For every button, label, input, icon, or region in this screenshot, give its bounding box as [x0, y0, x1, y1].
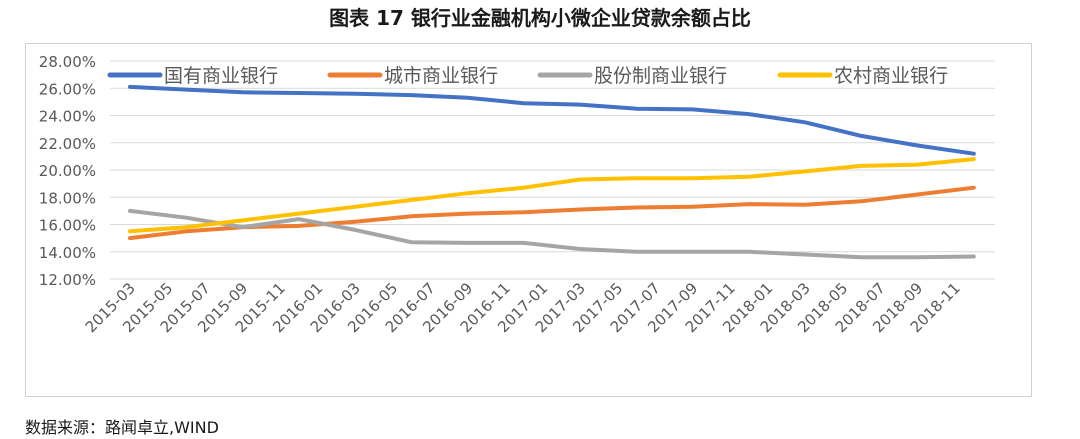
legend-label: 农村商业银行 [834, 65, 948, 87]
y-tick-label: 22.00% [39, 135, 96, 153]
y-tick-label: 12.00% [39, 271, 96, 289]
y-tick-label: 24.00% [39, 108, 96, 126]
x-axis-ticks: 2015-032015-052015-072015-092015-112016-… [82, 279, 964, 336]
source-note: 数据来源：路闻卓立,WIND [25, 418, 219, 437]
y-tick-label: 20.00% [39, 162, 96, 180]
gridlines [110, 60, 995, 280]
y-tick-label: 26.00% [39, 80, 96, 98]
legend-label: 股份制商业银行 [594, 65, 727, 87]
chart-title: 图表 17 银行业金融机构小微企业贷款余额占比 [329, 6, 751, 30]
legend-label: 国有商业银行 [164, 65, 278, 87]
series-lines [128, 84, 976, 260]
y-tick-label: 14.00% [39, 244, 96, 262]
series-line [128, 84, 976, 156]
series-line [128, 208, 976, 260]
series-line [128, 157, 976, 234]
series-line [128, 185, 976, 241]
y-axis-ticks: 12.00% 14.00% 16.00% 18.00% 20.00% 22.00% 24.0… [39, 53, 96, 289]
legend-label: 城市商业银行 [384, 65, 498, 87]
y-tick-label: 18.00% [39, 189, 96, 207]
legend: 国有商业银行 城市商业银行 股份制商业银行 农村商业银行 [107, 65, 948, 87]
y-tick-label: 16.00% [39, 217, 96, 235]
y-tick-label: 28.00% [39, 53, 96, 71]
